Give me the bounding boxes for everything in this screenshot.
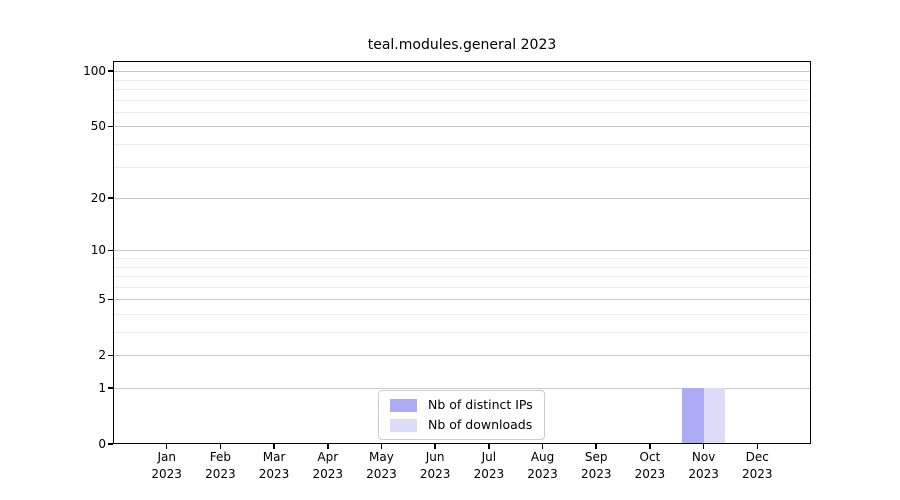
gridline-major — [113, 388, 811, 389]
gridline-minor — [113, 258, 811, 259]
x-tick-mark — [649, 444, 651, 449]
x-tick-label: Mar 2023 — [258, 450, 290, 481]
y-tick-mark — [108, 443, 113, 445]
bar-distinct-ips — [682, 388, 704, 444]
x-tick-mark — [488, 444, 490, 449]
gridline-major — [113, 355, 811, 357]
plot-area — [113, 61, 811, 444]
gridline-minor — [113, 332, 811, 334]
gridline-major — [113, 299, 811, 301]
x-tick-mark — [380, 444, 383, 449]
gridline-minor — [113, 111, 811, 113]
bar-downloads — [703, 388, 726, 444]
x-tick-mark — [327, 444, 329, 449]
x-tick-mark — [595, 444, 597, 449]
legend-swatch-downloads — [390, 418, 417, 432]
x-tick-label: Feb 2023 — [205, 450, 236, 481]
y-tick-label: 50 — [90, 119, 106, 134]
y-tick-label: 10 — [90, 243, 106, 258]
y-tick-mark — [108, 298, 113, 300]
x-tick-label: Jan 2023 — [151, 450, 182, 481]
x-tick-label: Dec 2023 — [742, 450, 773, 481]
x-tick-label: Jun 2023 — [419, 450, 451, 481]
x-tick-label: Nov 2023 — [688, 450, 719, 481]
x-tick-label: Sep 2023 — [580, 450, 612, 481]
gridline-minor — [113, 89, 811, 91]
x-tick-mark — [756, 444, 759, 449]
y-tick-label: 5 — [98, 292, 106, 307]
x-tick-mark — [434, 444, 436, 449]
y-tick-mark — [108, 354, 113, 356]
x-tick-label: Aug 2023 — [527, 450, 558, 481]
legend-label-distinct-ips: Nb of distinct IPs — [428, 397, 533, 412]
x-tick-mark — [702, 444, 705, 449]
x-tick-mark — [273, 444, 275, 449]
gridline-minor — [113, 144, 811, 146]
gridline-minor — [113, 266, 811, 268]
gridline-major — [113, 198, 811, 200]
x-tick-mark — [165, 444, 168, 449]
x-tick-label: May 2023 — [366, 450, 397, 481]
legend-label-downloads: Nb of downloads — [428, 417, 533, 432]
legend-item-downloads: Nb of downloads — [390, 418, 533, 432]
y-tick-label: 0 — [98, 437, 106, 451]
y-tick-label: 20 — [90, 191, 106, 206]
gridline-minor — [113, 276, 811, 278]
legend: Nb of distinct IPs Nb of downloads — [378, 390, 545, 440]
y-tick-mark — [108, 197, 113, 199]
x-tick-mark — [219, 444, 222, 449]
x-tick-label: Oct 2023 — [634, 450, 666, 481]
x-tick-mark — [541, 444, 544, 449]
y-tick-label: 100 — [83, 64, 106, 79]
x-tick-label: Jul 2023 — [473, 450, 505, 481]
gridline-major — [113, 71, 811, 73]
y-tick-mark — [108, 387, 113, 389]
y-tick-mark — [108, 249, 113, 252]
y-tick-label: 2 — [98, 348, 106, 363]
gridline-major — [113, 126, 811, 128]
gridline-minor — [113, 79, 811, 81]
x-tick-label: Apr 2023 — [312, 450, 344, 481]
y-tick-label: 1 — [98, 381, 106, 395]
gridline-minor — [113, 286, 811, 288]
gridline-minor — [113, 99, 811, 101]
gridline-minor — [113, 166, 811, 168]
gridline-major — [113, 250, 811, 252]
y-tick-mark — [108, 125, 113, 128]
legend-swatch-distinct-ips — [390, 398, 417, 412]
chart-title: teal.modules.general 2023 — [367, 37, 557, 53]
gridline-minor — [113, 313, 811, 315]
y-tick-mark — [108, 70, 113, 72]
legend-item-distinct-ips: Nb of distinct IPs — [390, 398, 533, 412]
